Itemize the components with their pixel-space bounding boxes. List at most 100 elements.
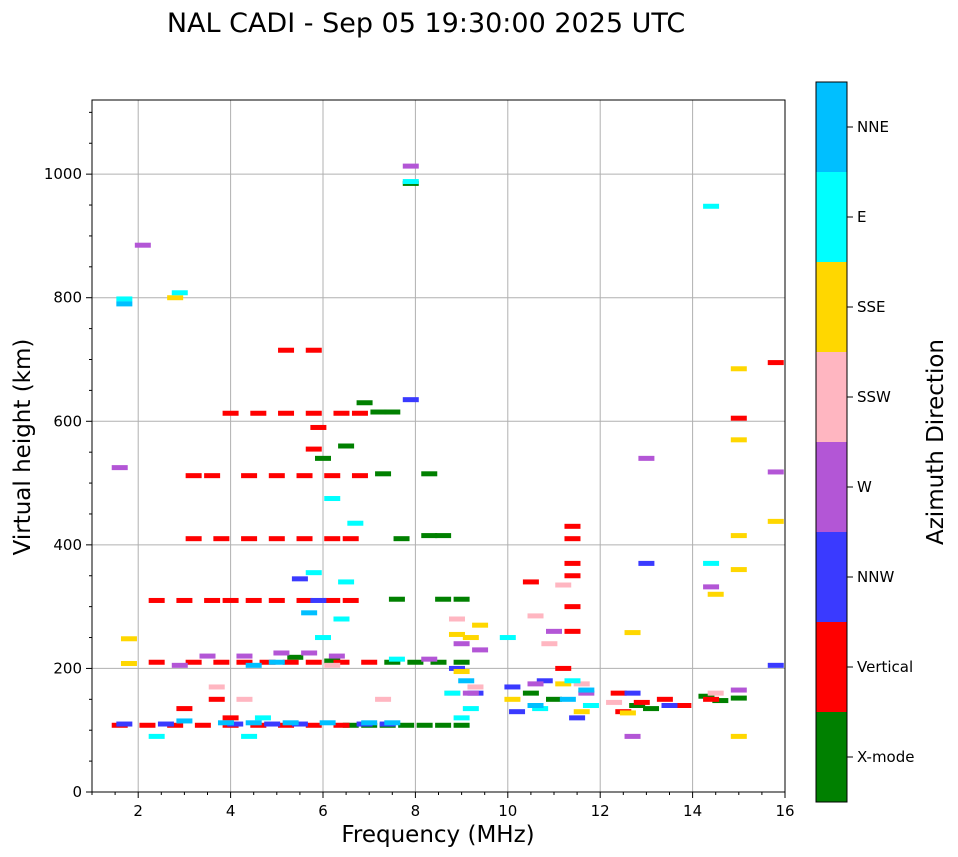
echo-point [351,410,368,416]
echo-point [254,715,271,721]
echo-point [555,665,572,671]
echo-point [296,473,313,479]
x-axis: 2 4 6 8 10 12 14 16 [91,792,795,820]
echo-point [315,455,331,461]
echo-point [610,690,627,696]
echo-point [707,591,724,597]
x-tick-label: 12 [591,802,610,820]
echo-point [305,722,322,728]
echo-point [532,706,549,712]
echo-point [453,715,470,721]
echo-point [333,410,350,416]
echo-point [204,473,221,479]
echo-point [416,722,433,728]
colorbar-tick-label: NNW [857,568,894,586]
echo-point [324,496,341,502]
colorbar-frame [815,81,848,803]
echo-point [767,518,784,524]
echo-point [421,656,438,662]
echo-point [148,597,165,603]
echo-point [730,533,747,539]
echo-point [282,659,299,665]
echo-point [245,597,262,603]
echo-point [148,733,165,739]
echo-point [199,653,216,659]
x-tick-label: 14 [683,802,702,820]
echo-point [499,635,516,641]
echo-point [116,721,133,727]
echo-point [402,179,419,185]
echo-point [564,560,581,566]
echo-point [402,397,419,403]
colorbar-tick-label: W [857,478,872,496]
colorbar-tick-label: X-mode [857,748,914,766]
echo-point [398,722,415,728]
echo-point [176,597,193,603]
echo-point [305,347,322,353]
y-tick-label: 200 [53,659,82,677]
echo-point [527,681,544,687]
echo-point [278,410,295,416]
echo-point [555,681,572,687]
echo-point [453,669,470,675]
echo-point [333,616,350,622]
series-vertical [111,347,784,728]
echo-point [241,733,258,739]
echo-point [120,660,137,666]
colorbar-segment [816,352,847,442]
echo-point [310,424,327,430]
echo-point [351,473,368,479]
echo-point [767,469,784,475]
echo-point [241,536,258,542]
echo-point [361,659,378,665]
echo-point [509,709,526,715]
echo-point [707,690,724,696]
echo-point [208,696,225,702]
echo-point [564,536,581,542]
echo-point [301,610,318,616]
echo-point [324,536,341,542]
echo-point [643,706,660,712]
echo-point [134,242,151,248]
echo-point [245,720,262,726]
colorbar-segment [816,622,847,712]
echo-point [638,455,655,461]
echo-point [472,622,489,628]
x-tick-label: 10 [498,802,517,820]
colorbar-segment [816,712,847,802]
echo-point [268,473,285,479]
echo-point [328,653,345,659]
echo-point [435,596,452,602]
echo-point [448,616,465,622]
echo-point [259,659,276,665]
echo-point [375,471,392,477]
echo-point [296,536,313,542]
echo-point [305,659,322,665]
echo-point [730,437,747,443]
echo-point [462,706,479,712]
echo-point [453,722,470,728]
echo-point [324,597,341,603]
echo-point [767,360,784,366]
echo-point [555,582,572,588]
echo-point [527,703,544,708]
echo-point [208,684,225,690]
echo-point [448,631,465,637]
echo-point [388,656,405,662]
echo-point [268,536,285,542]
echo-point [185,473,202,479]
echo-point [573,709,590,715]
echo-point [430,659,447,665]
echo-point [333,722,350,728]
echo-point [338,443,355,449]
echo-point [245,662,262,668]
echo-point [569,715,586,721]
echo-point [536,678,553,684]
echo-point [444,690,461,696]
echo-point [730,415,747,421]
echo-point [185,659,202,665]
series-nne [116,301,595,726]
echo-point [120,636,137,642]
echo-point [522,690,539,696]
echo-point [578,687,595,693]
